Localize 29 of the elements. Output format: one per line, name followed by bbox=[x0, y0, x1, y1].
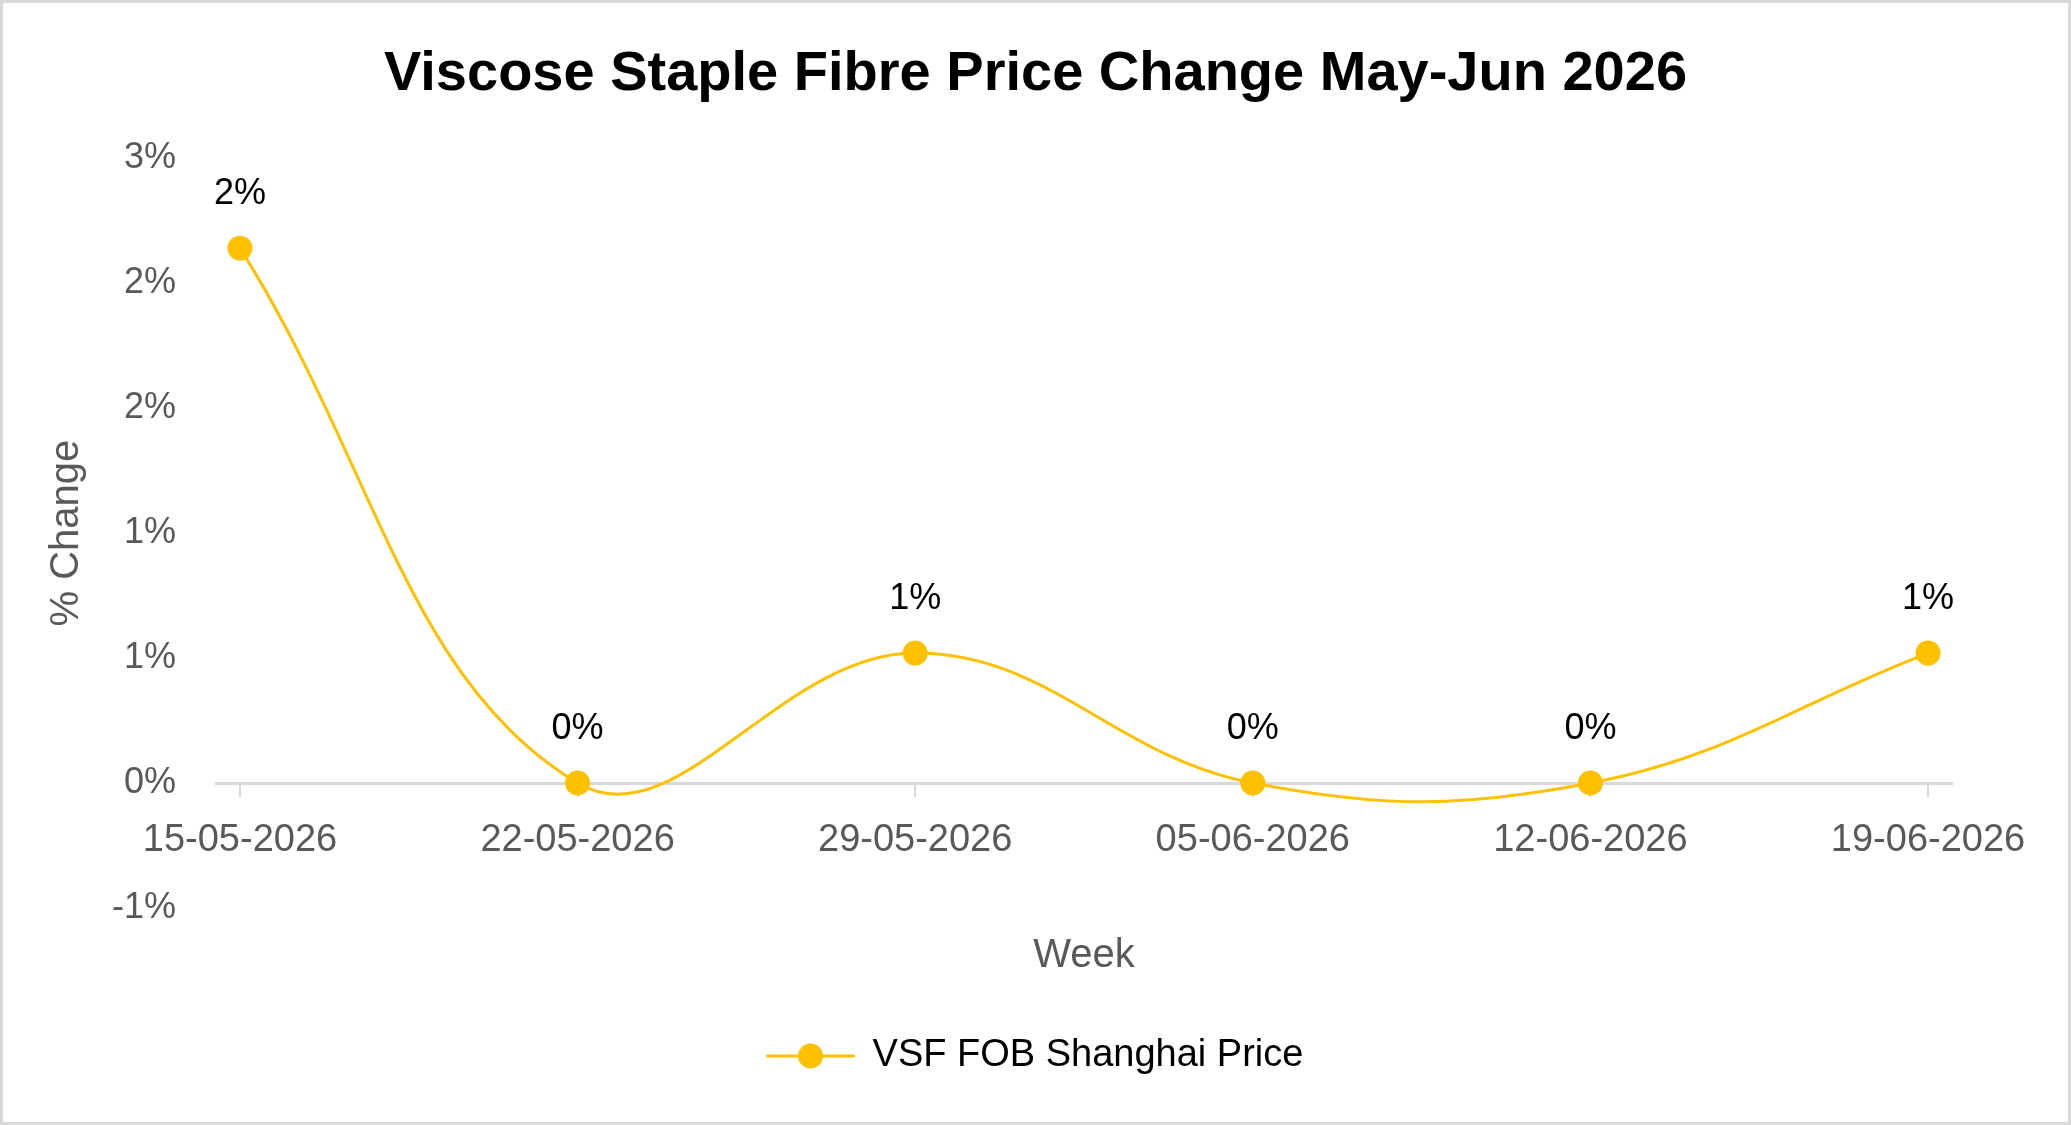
data-label: 1% bbox=[889, 575, 942, 617]
y-tick-label: 3% bbox=[123, 135, 176, 177]
y-tick-label: 0% bbox=[123, 759, 176, 801]
y-tick-label: 1% bbox=[123, 634, 176, 676]
data-label: 0% bbox=[1564, 705, 1617, 747]
point bbox=[1577, 770, 1603, 796]
y-tick-label: -1% bbox=[111, 884, 176, 926]
x-axis-title: Week bbox=[1033, 930, 1136, 975]
point bbox=[227, 235, 253, 261]
x-tick-label: 05-06-2026 bbox=[1155, 817, 1350, 860]
point bbox=[1915, 640, 1941, 666]
chart-title: Viscose Staple Fibre Price Change May-Jun 2026 bbox=[383, 39, 1688, 103]
data-label: 1% bbox=[1902, 575, 1955, 617]
x-tick-label: 15-05-2026 bbox=[142, 817, 338, 860]
x-tick-label: 29-05-2026 bbox=[818, 817, 1013, 860]
data-label: 0% bbox=[551, 705, 604, 747]
y-tick-label: 2% bbox=[123, 260, 176, 302]
data-label: 2% bbox=[213, 171, 266, 213]
point bbox=[1240, 770, 1266, 796]
y-tick-label: 1% bbox=[123, 510, 176, 552]
data-label: 0% bbox=[1226, 705, 1279, 747]
y-tick-label: 2% bbox=[123, 385, 176, 427]
point bbox=[902, 640, 928, 666]
x-tick-label: 19-06-2026 bbox=[1830, 817, 2026, 860]
point bbox=[565, 770, 591, 796]
x-tick-label: 12-06-2026 bbox=[1493, 817, 1688, 860]
x-tick-label: 22-05-2026 bbox=[480, 817, 675, 860]
y-axis-title: % Change bbox=[42, 439, 87, 627]
legend-label: VSF FOB Shanghai Price bbox=[872, 1032, 1304, 1075]
